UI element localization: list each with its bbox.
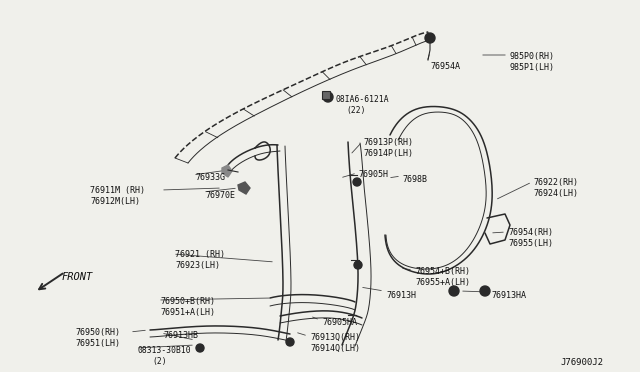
Text: 76923(LH): 76923(LH) [175,261,220,270]
Text: 76955+A(LH): 76955+A(LH) [415,278,470,287]
Text: 08313-30B10: 08313-30B10 [138,346,191,355]
Text: 76950(RH): 76950(RH) [75,328,120,337]
Text: (2): (2) [152,357,166,366]
Text: 76951(LH): 76951(LH) [75,339,120,348]
Circle shape [353,178,361,186]
Text: 76913HB: 76913HB [163,331,198,340]
Text: 7698B: 7698B [402,175,427,184]
Text: 76905HA: 76905HA [322,318,357,327]
Circle shape [480,286,490,296]
Circle shape [286,338,294,346]
Text: (22): (22) [346,106,365,115]
Text: J76900J2: J76900J2 [560,358,603,367]
Text: 76914P(LH): 76914P(LH) [363,149,413,158]
Circle shape [449,286,459,296]
Text: 76913H: 76913H [386,291,416,300]
Circle shape [323,92,333,102]
Text: 76913P(RH): 76913P(RH) [363,138,413,147]
Text: 76913HA: 76913HA [491,291,526,300]
Text: 76950+B(RH): 76950+B(RH) [160,297,215,306]
Text: 76954+B(RH): 76954+B(RH) [415,267,470,276]
Bar [322,91,330,99]
Circle shape [425,33,435,43]
Text: 76911M (RH): 76911M (RH) [90,186,145,195]
Text: 985P0(RH): 985P0(RH) [510,52,555,61]
Text: 76954(RH): 76954(RH) [508,228,553,237]
Text: 76970E: 76970E [205,191,235,200]
Text: 76922(RH): 76922(RH) [533,178,578,187]
Circle shape [354,261,362,269]
Text: 76914Q(LH): 76914Q(LH) [310,344,360,353]
Text: 76954A: 76954A [430,62,460,71]
Text: 76924(LH): 76924(LH) [533,189,578,198]
Text: 76905H: 76905H [358,170,388,179]
Polygon shape [222,165,232,177]
Text: 76951+A(LH): 76951+A(LH) [160,308,215,317]
Text: 76913Q(RH): 76913Q(RH) [310,333,360,342]
Text: 76912M(LH): 76912M(LH) [90,197,140,206]
Text: 76921 (RH): 76921 (RH) [175,250,225,259]
Text: 08IA6-6121A: 08IA6-6121A [335,95,388,104]
Text: 985P1(LH): 985P1(LH) [510,63,555,72]
Text: 76933G: 76933G [195,173,225,182]
Text: FRONT: FRONT [62,272,93,282]
Text: 76955(LH): 76955(LH) [508,239,553,248]
Circle shape [196,344,204,352]
Polygon shape [238,182,250,194]
